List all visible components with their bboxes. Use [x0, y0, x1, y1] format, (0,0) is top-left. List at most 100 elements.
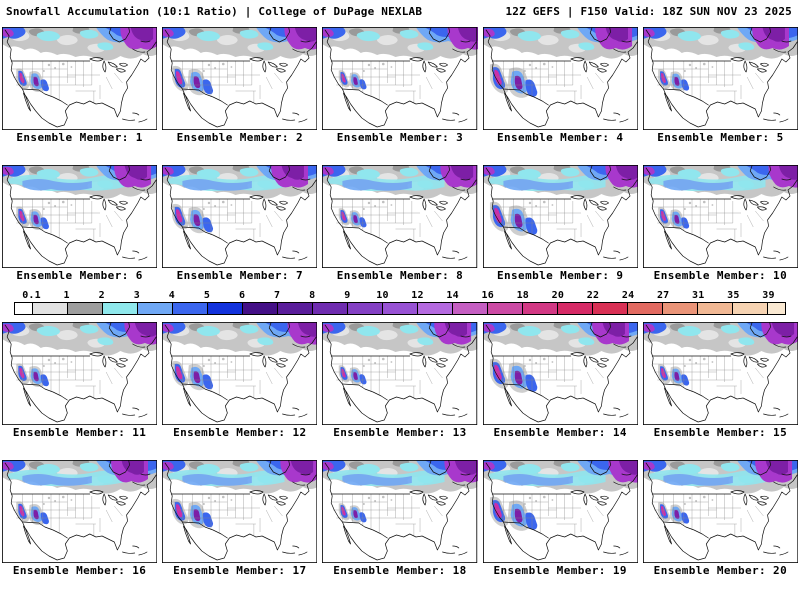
- bc-coast-snow-core: [482, 323, 495, 332]
- great-lakes: [730, 490, 769, 506]
- great-lakes: [730, 195, 769, 211]
- hudson-purple-snow: [447, 27, 478, 50]
- hudson-purple-snow: [284, 27, 318, 50]
- bc-coast-snow-core: [642, 166, 655, 175]
- bc-coast-snow-core: [322, 323, 335, 332]
- ensemble-map-panel: Ensemble Member: 8: [322, 165, 478, 282]
- coastlines: [164, 165, 317, 266]
- snowfall-map: [162, 460, 318, 563]
- extra-snow-band: [168, 469, 285, 487]
- extra-snow-band: [488, 469, 606, 487]
- coastlines: [4, 322, 157, 423]
- ensemble-row-4: Ensemble Member: 16: [0, 460, 800, 577]
- map-svg: [482, 460, 638, 563]
- great-lakes: [249, 490, 289, 506]
- ensemble-map-panel: Ensemble Member: 10: [642, 165, 798, 282]
- coastlines: [485, 460, 638, 561]
- map-frame: [642, 460, 798, 563]
- ensemble-member-label: Ensemble Member: 11: [12, 426, 147, 439]
- ensemble-map-panel: Ensemble Member: 11: [2, 322, 158, 439]
- snow-cyan-patches: [357, 462, 434, 484]
- hudson-bay-outline: [589, 460, 611, 476]
- map-svg: [322, 460, 478, 563]
- snowfall-map: [482, 165, 638, 268]
- snowfall-map: [2, 165, 158, 268]
- map-frame: [322, 27, 478, 130]
- rockies-snow-spots: [489, 63, 537, 98]
- great-lakes: [570, 57, 609, 73]
- bc-coast-snow-core: [482, 461, 495, 470]
- extra-snow-band: [8, 174, 125, 192]
- coastlines: [485, 165, 638, 266]
- snow-cyan-patches: [196, 324, 274, 346]
- extra-snow-band: [328, 469, 445, 487]
- rockies-snow-spots: [489, 201, 537, 236]
- colorbar-tick-label: 9: [344, 290, 351, 301]
- bc-coast-snow-core: [642, 461, 655, 470]
- bc-coast-snow-core: [482, 166, 495, 175]
- state-borders: [491, 356, 604, 398]
- ensemble-member-label: Ensemble Member: 16: [12, 564, 147, 577]
- us-mexico-border: [662, 521, 709, 539]
- colorbar-tick-label: 7: [274, 290, 281, 301]
- map-frame: [482, 460, 638, 563]
- hudson-bay-outline: [589, 322, 611, 338]
- bc-coast-snow-core: [322, 166, 335, 175]
- map-frame: [642, 27, 798, 130]
- colorbar-tick-label: 8: [309, 290, 316, 301]
- caribbean-coast: [282, 40, 311, 123]
- snow-cyan-patches: [36, 324, 114, 346]
- snowfall-map: [162, 27, 318, 130]
- ensemble-map-panel: Ensemble Member: 12: [162, 322, 318, 439]
- map-svg: [162, 165, 318, 268]
- snow-cyan-patches: [517, 324, 594, 346]
- hudson-purple-snow: [591, 322, 629, 345]
- coastlines: [645, 165, 798, 266]
- extra-snow-band: [328, 174, 445, 192]
- bc-coast-snow-core: [2, 461, 14, 470]
- snow-speckles: [363, 357, 393, 367]
- caribbean-coast: [122, 473, 151, 556]
- us-mexico-border: [182, 383, 228, 401]
- snowfall-map: [482, 460, 638, 563]
- snowfall-map: [162, 165, 318, 268]
- ensemble-member-label: Ensemble Member: 18: [333, 564, 467, 577]
- us-mexico-border: [662, 383, 709, 401]
- snowfall-map: [2, 322, 158, 425]
- map-svg: [482, 165, 638, 268]
- state-borders: [331, 61, 444, 103]
- ensemble-member-label: Ensemble Member: 5: [657, 131, 784, 144]
- ensemble-row-1: Ensemble Member: 1: [0, 27, 800, 144]
- snow-speckles: [363, 495, 393, 505]
- snowfall-map: [322, 460, 478, 563]
- bc-coast-snow-core: [2, 323, 14, 332]
- snowfall-map: [642, 322, 798, 425]
- colorbar-tick-label: 5: [203, 290, 211, 301]
- bc-coast-snow-core: [162, 28, 174, 37]
- caribbean-coast: [282, 473, 311, 556]
- snow-cyan-patches: [517, 29, 594, 51]
- map-frame: [642, 165, 798, 268]
- colorbar-tick-label: 14: [446, 290, 459, 301]
- colorbar-cell: [663, 303, 698, 314]
- snow-speckles: [683, 495, 714, 505]
- snow-cyan-patches: [357, 167, 434, 189]
- us-mexico-border: [662, 226, 709, 244]
- ensemble-map-panel: Ensemble Member: 1: [2, 27, 158, 144]
- extra-snow-band: [8, 469, 125, 487]
- snow-speckles: [203, 62, 233, 72]
- map-frame: [322, 165, 478, 268]
- ensemble-row-2: Ensemble Member: 6: [0, 165, 800, 282]
- us-mexico-border: [662, 88, 709, 106]
- bc-coast-snow-core: [322, 28, 335, 37]
- hudson-purple-snow: [754, 460, 792, 483]
- colorbar-tick-label: 0.1: [22, 290, 41, 301]
- caribbean-coast: [122, 335, 151, 418]
- map-svg: [642, 165, 798, 268]
- ensemble-map-panel: Ensemble Member: 20: [642, 460, 798, 577]
- bc-coast-snow-core: [642, 323, 655, 332]
- map-frame: [482, 27, 638, 130]
- map-svg: [2, 165, 158, 268]
- ensemble-map-panel: Ensemble Member: 17: [162, 460, 318, 577]
- ensemble-member-label: Ensemble Member: 20: [653, 564, 788, 577]
